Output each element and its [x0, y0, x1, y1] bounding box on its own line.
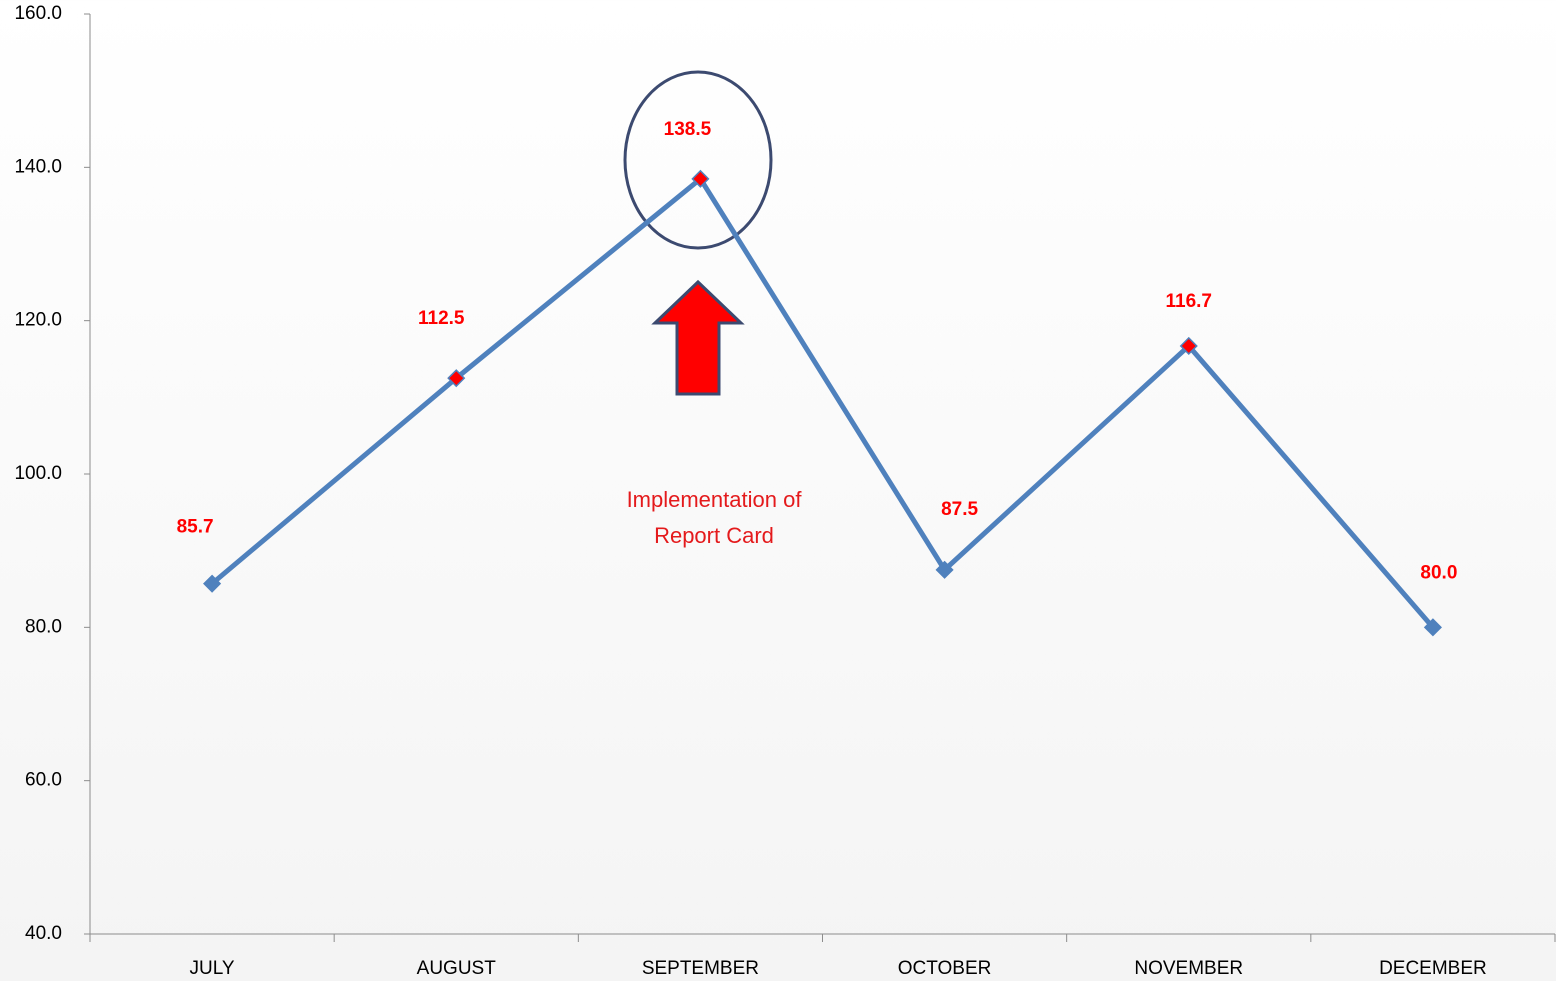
x-tick-label: OCTOBER — [898, 958, 992, 979]
annotation: Implementation of — [627, 487, 803, 512]
highlight-circle — [623, 70, 773, 250]
y-tick-label: 120.0 — [14, 310, 62, 331]
annotation: Report Card — [654, 523, 774, 548]
data-label: 116.7 — [1166, 291, 1213, 312]
marker — [1423, 618, 1442, 637]
marker — [935, 560, 954, 579]
marker — [447, 369, 466, 388]
y-tick-label: 80.0 — [25, 616, 62, 637]
data-label: 85.7 — [177, 517, 214, 538]
x-tick-label: NOVEMBER — [1134, 958, 1243, 979]
marker — [691, 169, 710, 188]
data-label: 138.5 — [664, 119, 712, 140]
y-tick-label: 140.0 — [14, 156, 62, 177]
x-tick-label: DECEMBER — [1379, 958, 1487, 979]
x-tick-label: AUGUST — [417, 958, 497, 979]
y-tick-label: 40.0 — [25, 923, 62, 944]
line — [210, 175, 1435, 629]
y-tick-label: 100.0 — [14, 463, 62, 484]
x-tick-label: SEPTEMBER — [642, 958, 759, 979]
marker — [203, 574, 222, 593]
x-tick-label: JULY — [190, 958, 235, 979]
highlight-arrow — [651, 279, 745, 396]
data-label: 87.5 — [941, 499, 978, 520]
marker — [1179, 336, 1198, 356]
y-tick-label: 160.0 — [14, 3, 62, 24]
data-label: 80.0 — [1420, 562, 1457, 583]
data-label: 112.5 — [418, 308, 465, 329]
y-tick-label: 60.0 — [25, 770, 62, 791]
